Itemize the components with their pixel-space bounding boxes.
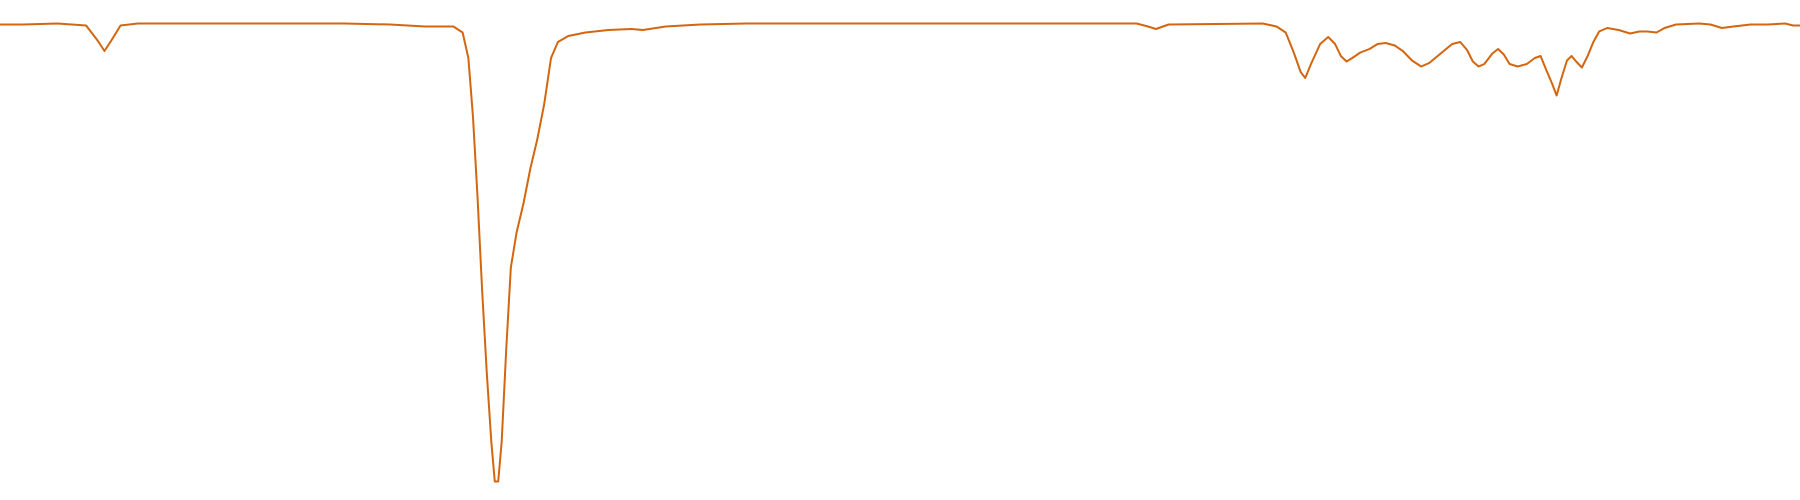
series-line <box>0 22 1800 483</box>
